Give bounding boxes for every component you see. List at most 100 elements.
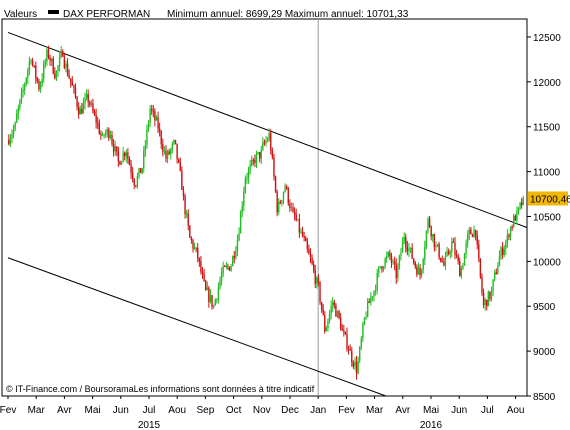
candle-body bbox=[182, 189, 185, 196]
candle-body bbox=[278, 202, 280, 213]
candle-body bbox=[154, 111, 156, 121]
x-tick-label: Avr bbox=[57, 405, 72, 416]
candle-body bbox=[216, 298, 218, 300]
candle-body bbox=[47, 49, 50, 58]
candle-body bbox=[130, 164, 132, 173]
candle-body bbox=[390, 256, 393, 263]
candle-body bbox=[333, 302, 336, 305]
candle-body bbox=[158, 128, 161, 132]
candle-body bbox=[520, 202, 523, 205]
candle-body bbox=[184, 195, 186, 215]
candle-body bbox=[179, 162, 181, 171]
candle-body bbox=[109, 134, 112, 138]
candle-body bbox=[68, 75, 70, 79]
candle-body bbox=[290, 207, 293, 209]
candle-body bbox=[85, 94, 88, 98]
candle-body bbox=[370, 297, 372, 304]
candle-body bbox=[360, 338, 363, 348]
candle-body bbox=[297, 219, 299, 221]
source-credit: © IT-Finance.com / BoursoramaLes informa… bbox=[6, 384, 315, 394]
candle-body bbox=[470, 229, 472, 235]
candle-body bbox=[157, 117, 159, 129]
candle-body bbox=[365, 316, 367, 318]
candle-body bbox=[363, 317, 366, 325]
candle-body bbox=[144, 145, 147, 151]
y-tick-label: 9000 bbox=[533, 347, 556, 358]
candle-body bbox=[311, 257, 313, 264]
x-tick-label: Fev bbox=[338, 405, 355, 416]
candle-body bbox=[50, 58, 53, 61]
candle-body bbox=[38, 80, 40, 90]
y-tick-label: 10000 bbox=[533, 257, 561, 268]
candle-body bbox=[260, 149, 262, 159]
candle-body bbox=[200, 261, 202, 272]
candle-body bbox=[497, 266, 499, 275]
candle-body bbox=[236, 240, 239, 251]
candle-body bbox=[143, 150, 145, 169]
candle-body bbox=[428, 218, 431, 227]
x-tick-label: Jun bbox=[113, 405, 129, 416]
candle-body bbox=[222, 266, 224, 274]
candle-body bbox=[52, 58, 54, 74]
candle-body bbox=[359, 347, 361, 362]
candle-body bbox=[133, 179, 135, 186]
candle-body bbox=[424, 246, 426, 260]
candle-body bbox=[481, 276, 483, 293]
candle-body bbox=[454, 242, 456, 256]
candle-body bbox=[444, 255, 447, 266]
x-axis: Fev Mar Avr Mai Jun Jul Aou Sep Oct Nov Dec Jan Fev M… bbox=[0, 396, 524, 430]
candle-body bbox=[317, 277, 320, 283]
candle-body bbox=[181, 170, 183, 190]
candle-body bbox=[190, 237, 193, 241]
candle-body bbox=[463, 253, 466, 266]
header-prefix: Valeurs bbox=[4, 9, 37, 20]
candle-body bbox=[505, 242, 507, 249]
candle-body bbox=[420, 269, 423, 276]
candle-body bbox=[509, 227, 512, 237]
candle-body bbox=[12, 128, 15, 135]
candle-body bbox=[92, 103, 94, 112]
candle-body bbox=[447, 251, 450, 254]
candle-body bbox=[332, 302, 334, 307]
x-tick-label: Mai bbox=[85, 405, 101, 416]
candle-body bbox=[101, 134, 104, 136]
candle-body bbox=[436, 244, 439, 246]
candle-body bbox=[457, 255, 459, 262]
candle-body bbox=[330, 306, 332, 314]
candle-body bbox=[162, 144, 164, 152]
candle-body bbox=[22, 89, 24, 92]
candle-body bbox=[217, 287, 220, 299]
candle-body bbox=[238, 233, 240, 241]
candle-body bbox=[482, 292, 485, 306]
candle-body bbox=[203, 274, 205, 281]
candle-body bbox=[36, 77, 39, 81]
y-tick-label: 9500 bbox=[533, 302, 556, 313]
candle-body bbox=[168, 151, 170, 155]
candle-body bbox=[279, 202, 282, 204]
candle-body bbox=[120, 161, 123, 165]
candle-body bbox=[514, 215, 517, 221]
candle-body bbox=[84, 97, 86, 104]
candle-body bbox=[8, 140, 10, 144]
candle-body bbox=[455, 255, 458, 257]
candle-body bbox=[462, 265, 464, 269]
candle-body bbox=[452, 241, 455, 243]
candle-body bbox=[341, 328, 343, 331]
legend-swatch bbox=[48, 10, 59, 14]
candle-body bbox=[490, 290, 493, 299]
candle-body bbox=[292, 207, 294, 212]
candle-body bbox=[244, 178, 247, 193]
candle-body bbox=[228, 266, 231, 271]
candle-body bbox=[386, 256, 388, 259]
candle-body bbox=[16, 113, 18, 123]
candle-body bbox=[97, 122, 99, 124]
y-tick-label: 12000 bbox=[533, 78, 561, 89]
candle-body bbox=[395, 264, 397, 279]
candle-body bbox=[220, 273, 223, 281]
x-tick-label: Mar bbox=[28, 405, 46, 416]
candle-body bbox=[81, 108, 83, 114]
candle-body bbox=[39, 84, 42, 90]
last-value-bg bbox=[528, 191, 568, 206]
candle-body bbox=[400, 252, 402, 256]
candle-body bbox=[398, 255, 401, 267]
